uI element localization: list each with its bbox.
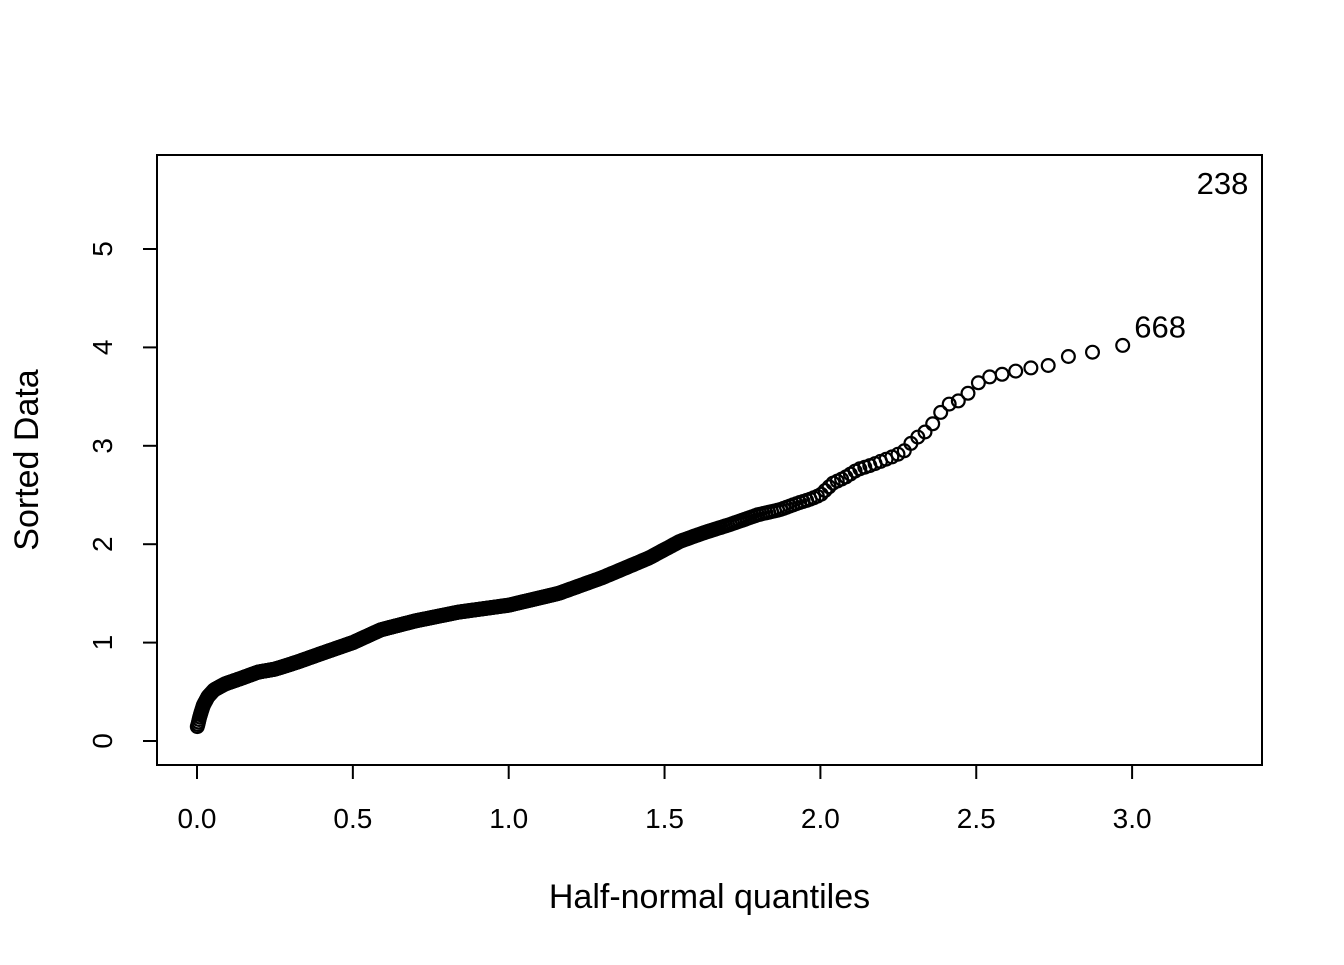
data-point [813, 486, 829, 502]
y-tick-label: 0 [87, 733, 118, 749]
x-tick-label: 0.5 [333, 803, 372, 834]
data-point [1023, 360, 1039, 376]
y-tick-label: 3 [87, 438, 118, 454]
data-point [1060, 349, 1076, 365]
x-tick-label: 2.0 [801, 803, 840, 834]
y-tick-label: 4 [87, 340, 118, 356]
y-tick-label: 1 [87, 635, 118, 651]
y-axis-title: Sorted Data [8, 369, 46, 551]
x-tick-label: 1.0 [489, 803, 528, 834]
x-tick-label: 1.5 [645, 803, 684, 834]
x-tick-label: 2.5 [957, 803, 996, 834]
data-point [950, 393, 966, 409]
y-tick-label: 2 [87, 536, 118, 552]
data-point [1115, 337, 1131, 353]
data-point [960, 385, 976, 401]
point-label-668: 668 [1134, 310, 1186, 345]
data-point [970, 375, 986, 391]
data-point [933, 404, 949, 420]
data-point [1008, 363, 1024, 379]
x-axis-title: Half-normal quantiles [549, 878, 870, 916]
data-point [982, 369, 998, 385]
x-tick-label: 0.0 [178, 803, 217, 834]
data-point [1084, 344, 1100, 360]
point-label-238: 238 [1197, 166, 1249, 201]
data-point [817, 483, 833, 499]
plot-box [156, 154, 1263, 766]
data-point [917, 424, 933, 440]
data-point [941, 396, 957, 412]
data-point [925, 416, 941, 432]
data-points [189, 337, 1131, 735]
data-point [1040, 358, 1056, 374]
data-point [994, 366, 1010, 382]
x-tick-label: 3.0 [1113, 803, 1152, 834]
y-tick-label: 5 [87, 241, 118, 257]
